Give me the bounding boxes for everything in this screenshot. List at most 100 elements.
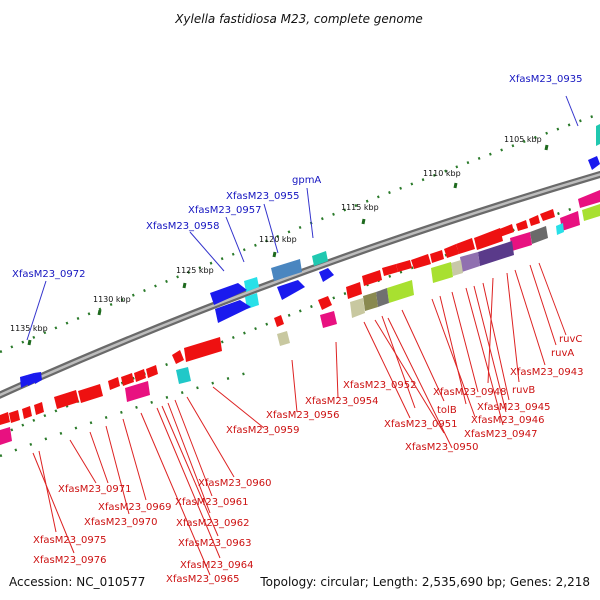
gene-feature: [596, 124, 600, 146]
forward-genes: [20, 124, 600, 388]
tick-label: 1110 kbp: [423, 169, 461, 178]
gene-label: XfasM23_0948: [433, 387, 507, 398]
gene-label: XfasM23_0954: [305, 396, 379, 407]
gene-label: XfasM23_0965: [166, 574, 240, 585]
gene-feature: [560, 211, 580, 231]
tick-label: 1120 kbp: [259, 235, 297, 244]
gene-feature: [510, 232, 532, 251]
gene-feature: [387, 280, 414, 303]
gene-feature: [319, 268, 334, 282]
gene-feature: [121, 373, 134, 386]
gene-label: XfasM23_0956: [266, 410, 340, 421]
gene-label: XfasM23_0959: [226, 425, 300, 436]
gene-feature: [530, 226, 548, 244]
gene-feature: [184, 337, 222, 362]
gene-feature: [346, 282, 362, 299]
top-gene-labels: XfasM23_0935 gpmA XfasM23_0955 XfasM23_0…: [12, 74, 583, 280]
gene-label: XfasM23_0963: [178, 538, 252, 549]
gene-feature: [312, 251, 328, 266]
tick-label: 1115 kbp: [341, 203, 379, 212]
gene-label: XfasM23_0964: [180, 560, 254, 571]
gene-label: XfasM23_0976: [33, 555, 107, 566]
gene-label: XfasM23_0943: [510, 367, 584, 378]
gene-feature: [529, 215, 540, 226]
gene-feature: [431, 262, 453, 283]
gene-label: XfasM23_0971: [58, 484, 132, 495]
gene-feature: [540, 209, 555, 221]
gene-feature: [350, 298, 365, 318]
gene-label: XfasM23_0975: [33, 535, 107, 546]
gene-feature: [274, 315, 284, 327]
tick-label: 1125 kbp: [176, 266, 214, 275]
gene-label: XfasM23_0952: [343, 380, 417, 391]
gene-feature: [396, 260, 412, 272]
gene-feature: [277, 280, 305, 300]
gene-feature: [134, 369, 146, 382]
gene-feature: [318, 296, 332, 310]
gene-label: XfasM23_0969: [98, 502, 172, 513]
gene-feature: [430, 250, 444, 263]
gene-label: XfasM23_0961: [175, 497, 249, 508]
gene-feature: [125, 381, 150, 402]
gene-label: ruvA: [551, 348, 574, 359]
gene-feature: [582, 204, 600, 221]
gene-label: XfasM23_0947: [464, 429, 538, 440]
tick-label: 1130 kbp: [93, 295, 131, 304]
gene-feature: [516, 220, 528, 231]
gene-label: XfasM23_0950: [405, 442, 479, 453]
gene-label: ruvB: [512, 385, 535, 396]
gene-feature: [411, 254, 431, 269]
gene-feature: [108, 377, 120, 390]
gene-feature: [444, 244, 459, 258]
gene-label: XfasM23_0935: [509, 74, 583, 85]
gene-feature: [556, 223, 564, 235]
gene-label: XfasM23_0970: [84, 517, 158, 528]
gene-label: XfasM23_0962: [176, 518, 250, 529]
tick-label: 1105 kbp: [504, 135, 542, 144]
gene-feature: [20, 375, 29, 388]
reverse-genes: [0, 190, 600, 445]
tick-track-inner-lower: [0, 370, 251, 458]
top-leader-lines: [26, 95, 579, 341]
tick-labels: 1105 kbp 1110 kbp 1115 kbp 1120 kbp 1125…: [10, 135, 542, 333]
gene-feature: [376, 288, 389, 307]
gene-label: ruvC: [559, 334, 582, 345]
gene-feature: [9, 410, 20, 423]
gene-label: XfasM23_0946: [471, 415, 545, 426]
bottom-gene-labels: ruvC ruvA XfasM23_0943 ruvB XfasM23_0948…: [33, 334, 584, 585]
gene-label: XfasM23_0955: [226, 191, 300, 202]
gene-feature: [478, 241, 514, 266]
gene-label: XfasM23_0972: [12, 269, 86, 280]
gene-label: XfasM23_0951: [384, 419, 458, 430]
genome-summary-text: Topology: circular; Length: 2,535,690 bp…: [259, 575, 590, 589]
gene-feature: [172, 350, 184, 364]
gene-feature: [27, 373, 36, 386]
gene-feature: [34, 402, 44, 415]
gene-feature: [382, 264, 398, 276]
genome-backbone-highlight: [0, 173, 600, 397]
gene-feature: [578, 190, 600, 208]
gene-feature: [0, 412, 10, 425]
gene-feature: [277, 331, 290, 346]
gene-label: XfasM23_0957: [188, 205, 262, 216]
map-title: Xylella fastidiosa M23, complete genome: [174, 12, 423, 26]
gene-label: tolB: [437, 405, 457, 416]
gene-feature: [362, 270, 382, 286]
gene-feature: [244, 277, 259, 292]
gene-feature: [215, 300, 251, 323]
gene-feature: [363, 292, 378, 311]
gene-feature: [176, 367, 191, 384]
gene-feature: [588, 156, 600, 170]
major-ticks: [27, 144, 549, 346]
gene-feature: [245, 293, 259, 309]
gene-feature: [460, 252, 480, 272]
bottom-leader-lines: [32, 262, 567, 576]
gene-feature: [210, 283, 247, 305]
gene-feature: [146, 365, 158, 378]
gene-label: XfasM23_0960: [198, 478, 272, 489]
accession-text: Accession: NC_010577: [9, 575, 145, 589]
gene-label: XfasM23_0945: [477, 402, 551, 413]
tick-label: 1135 kbp: [10, 324, 48, 333]
gene-feature: [320, 311, 337, 328]
